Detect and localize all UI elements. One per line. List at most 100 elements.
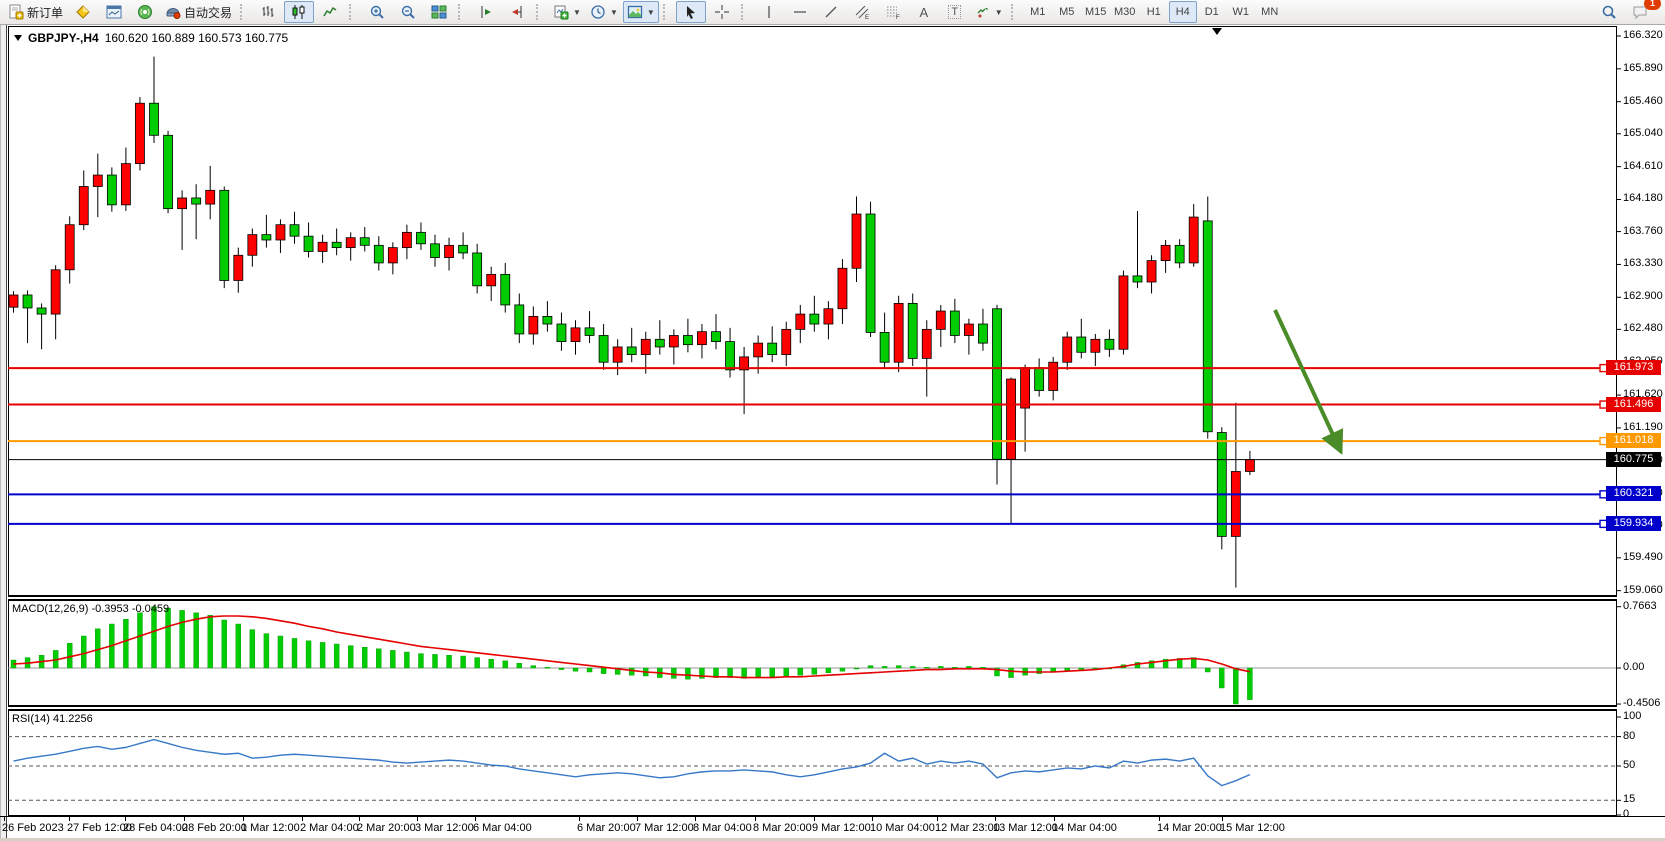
macd-histogram-bar [1148, 660, 1155, 669]
candle-body [92, 174, 103, 187]
clock-icon [591, 5, 605, 19]
templates-button[interactable]: ▼ [622, 1, 659, 23]
macd-panel-plot-area[interactable] [0, 600, 1665, 706]
candle-body [1118, 275, 1129, 350]
rsi-panel-plot-area[interactable] [0, 710, 1665, 816]
panel-resize-separator[interactable] [8, 706, 1617, 710]
time-axis-label: 8 Mar 04:00 [693, 822, 752, 834]
chart-symbol-period: GBPJPY-,H4 [28, 31, 99, 45]
candle-body [22, 294, 33, 309]
collapse-chart-icon[interactable] [14, 35, 22, 41]
macd-histogram-bar [586, 667, 593, 673]
price-line-label: 160.775 [1606, 451, 1661, 467]
data-window-button[interactable] [99, 1, 129, 23]
macd-histogram-bar [629, 667, 635, 676]
time-axis-tick [1222, 817, 1223, 821]
timeframe-button-w1[interactable]: W1 [1232, 6, 1249, 18]
candle-body [163, 134, 173, 210]
auto-trading-label: 自动交易 [184, 5, 233, 20]
zoom-in-icon [370, 5, 384, 19]
zoom-out-icon [401, 5, 415, 19]
macd-histogram-bar [151, 606, 157, 669]
candle-body [514, 304, 525, 335]
cursor-button[interactable] [675, 1, 706, 23]
price-tick-label: 164.610 [1623, 159, 1663, 172]
timeframe-button-d1[interactable]: D1 [1204, 6, 1219, 18]
macd-histogram-bar [446, 655, 452, 669]
text-label-tool-button[interactable]: T [940, 1, 970, 23]
time-axis-label: 8 Mar 20:00 [753, 822, 812, 834]
text-tool-button[interactable]: A [909, 1, 939, 23]
candle-body [8, 294, 19, 308]
zoom-out-button[interactable] [393, 1, 423, 23]
macd-histogram-bar [825, 667, 832, 673]
time-axis-tick [69, 817, 70, 821]
macd-histogram-bar [1219, 667, 1225, 689]
macd-histogram-bar [81, 635, 87, 669]
chat-button[interactable]: 1 [1625, 0, 1661, 23]
timeframe-button-h1[interactable]: H1 [1146, 6, 1161, 18]
candle-body [1090, 338, 1101, 353]
auto-scroll-button[interactable] [471, 1, 501, 23]
trendline-tool-button[interactable] [816, 1, 846, 23]
macd-histogram-bar [811, 667, 818, 675]
bar-chart-button[interactable] [253, 1, 283, 23]
new-chart-button[interactable]: ▼ [549, 1, 585, 23]
main-chart-plot-area[interactable] [0, 26, 1665, 596]
macd-histogram-bar [249, 629, 256, 669]
fibonacci-tool-button[interactable]: F [878, 1, 908, 23]
auto-trading-button[interactable]: 自动交易 [161, 1, 236, 23]
line-chart-button[interactable] [315, 1, 345, 23]
candle-body [1020, 367, 1030, 409]
candle-body [654, 338, 665, 348]
time-axis-label: 6 Mar 20:00 [577, 822, 636, 834]
market-watch-button[interactable] [68, 1, 98, 23]
equidistant-channel-button[interactable]: E [847, 1, 877, 23]
candle-body [135, 102, 145, 164]
periods-button[interactable]: ▼ [586, 1, 622, 23]
timeframe-button-m15[interactable]: M15 [1085, 6, 1107, 18]
rsi-axis-label: 15 [1623, 793, 1636, 806]
price-tick-label: 165.040 [1623, 126, 1663, 139]
candle-body [1146, 260, 1157, 283]
candle-body [1216, 432, 1227, 537]
price-tick-label: 164.180 [1623, 192, 1663, 205]
panel-resize-separator[interactable] [8, 596, 1617, 600]
macd-histogram-bar [544, 666, 551, 669]
toolbar-grip [1010, 4, 1020, 20]
chat-unread-badge: 1 [1644, 0, 1661, 10]
toolbar-grip [240, 4, 249, 20]
candle-body [697, 331, 707, 346]
macd-histogram-bar [1078, 667, 1085, 670]
arrows-tool-button[interactable]: ▼ [971, 1, 1007, 23]
timeframe-button-h4[interactable]: H4 [1168, 1, 1197, 23]
time-axis-tick [937, 817, 938, 821]
timeframe-button-m30[interactable]: M30 [1114, 6, 1136, 18]
macd-histogram-bar [305, 640, 312, 669]
horizontal-line-icon [793, 11, 806, 13]
chart-shift-marker[interactable] [1212, 28, 1222, 35]
timeframe-button-mn[interactable]: MN [1261, 6, 1279, 18]
crosshair-button[interactable] [707, 1, 737, 23]
chart-shift-button[interactable] [502, 1, 532, 23]
timeframe-button-m1[interactable]: M1 [1030, 6, 1046, 18]
search-button[interactable] [1594, 1, 1624, 23]
macd-histogram-bar [179, 610, 185, 669]
vertical-line-tool-button[interactable] [754, 1, 784, 23]
trend-arrow-annotation[interactable] [1273, 309, 1344, 455]
time-axis-label: 12 Mar 23:00 [935, 822, 1000, 834]
horizontal-line-tool-button[interactable] [785, 1, 815, 23]
candle-body [1160, 244, 1171, 262]
candle-body [317, 241, 328, 252]
tile-windows-button[interactable] [424, 1, 454, 23]
candlestick-chart-button[interactable] [284, 1, 315, 23]
zoom-in-button[interactable] [362, 1, 392, 23]
new-order-button[interactable]: 新订单 [4, 1, 67, 23]
candle-body [430, 243, 440, 258]
toolbar-grip [662, 4, 672, 20]
signal-button[interactable] [130, 1, 160, 23]
timeframe-button-m5[interactable]: M5 [1059, 6, 1075, 18]
macd-histogram-bar [853, 667, 860, 670]
macd-histogram-bar [924, 666, 930, 669]
